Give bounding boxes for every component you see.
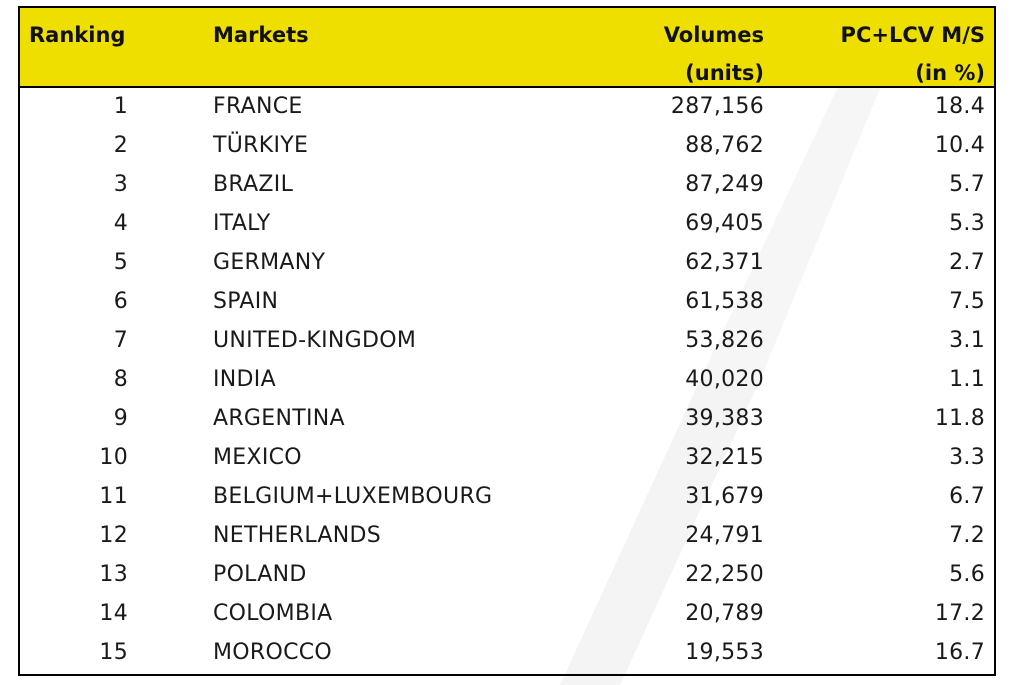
market-share-cell: 11.8: [934, 406, 985, 431]
market-cell: NETHERLANDS: [213, 523, 381, 548]
market-share-cell: 3.1: [949, 328, 985, 353]
rank-cell: 13: [99, 562, 128, 587]
volume-cell: 24,791: [685, 523, 764, 548]
volume-cell: 40,020: [685, 367, 764, 392]
table-body: 1 FRANCE 287,156 18.4 2 TÜRKIYE 88,762 10.4 3 BRA…: [20, 88, 994, 673]
market-cell: POLAND: [213, 562, 307, 587]
market-cell: FRANCE: [213, 94, 303, 119]
market-share-cell: 5.7: [949, 172, 985, 197]
rank-cell: 11: [99, 484, 128, 509]
market-cell: UNITED-KINGDOM: [213, 328, 417, 353]
market-share-cell: 5.3: [949, 211, 985, 236]
market-share-cell: 6.7: [949, 484, 985, 509]
volume-cell: 69,405: [685, 211, 764, 236]
rank-cell: 9: [113, 406, 128, 431]
market-share-cell: 2.7: [949, 250, 985, 275]
volume-cell: 32,215: [685, 445, 764, 470]
market-share-cell: 3.3: [949, 445, 985, 470]
header-market-share: PC+LCV M/S: [840, 23, 985, 47]
rank-cell: 4: [113, 211, 128, 236]
table-row: 10 MEXICO 32,215 3.3: [20, 439, 994, 478]
table-row: 9 ARGENTINA 39,383 11.8: [20, 400, 994, 439]
market-cell: BRAZIL: [213, 172, 294, 197]
market-cell: COLOMBIA: [213, 601, 333, 626]
table-row: 8 INDIA 40,020 1.1: [20, 361, 994, 400]
rank-cell: 5: [113, 250, 128, 275]
rank-cell: 1: [113, 94, 128, 119]
volume-cell: 61,538: [685, 289, 764, 314]
table-row: 12 NETHERLANDS 24,791 7.2: [20, 517, 994, 556]
market-share-cell: 10.4: [934, 133, 985, 158]
table-row: 13 POLAND 22,250 5.6: [20, 556, 994, 595]
volume-cell: 31,679: [685, 484, 764, 509]
volume-cell: 53,826: [685, 328, 764, 353]
market-share-cell: 16.7: [934, 640, 985, 665]
table-row: 1 FRANCE 287,156 18.4: [20, 88, 994, 127]
volume-cell: 87,249: [685, 172, 764, 197]
market-share-cell: 5.6: [949, 562, 985, 587]
table-row: 11 BELGIUM+LUXEMBOURG 31,679 6.7: [20, 478, 994, 517]
header-market-share-unit: (in %): [915, 61, 985, 85]
table-header: Ranking Markets Volumes (units) PC+LCV M…: [20, 8, 994, 88]
market-cell: GERMANY: [213, 250, 326, 275]
rank-cell: 14: [99, 601, 128, 626]
volume-cell: 39,383: [685, 406, 764, 431]
table-row: 4 ITALY 69,405 5.3: [20, 205, 994, 244]
rank-cell: 6: [113, 289, 128, 314]
header-volumes: Volumes: [663, 23, 764, 47]
market-cell: MEXICO: [213, 445, 302, 470]
header-volumes-unit: (units): [685, 61, 764, 85]
market-share-cell: 7.2: [949, 523, 985, 548]
volume-cell: 88,762: [685, 133, 764, 158]
market-cell: TÜRKIYE: [213, 133, 309, 158]
market-share-cell: 1.1: [949, 367, 985, 392]
table-row: 7 UNITED-KINGDOM 53,826 3.1: [20, 322, 994, 361]
rank-cell: 2: [113, 133, 128, 158]
volume-cell: 20,789: [685, 601, 764, 626]
table-row: 15 MOROCCO 19,553 16.7: [20, 634, 994, 673]
rank-cell: 10: [99, 445, 128, 470]
rank-cell: 15: [99, 640, 128, 665]
rank-cell: 8: [113, 367, 128, 392]
market-share-cell: 7.5: [949, 289, 985, 314]
volume-cell: 287,156: [670, 94, 764, 119]
market-cell: BELGIUM+LUXEMBOURG: [213, 484, 493, 509]
market-share-cell: 17.2: [934, 601, 985, 626]
market-ranking-table: Ranking Markets Volumes (units) PC+LCV M…: [18, 6, 996, 676]
table-row: 14 COLOMBIA 20,789 17.2: [20, 595, 994, 634]
market-cell: ITALY: [213, 211, 271, 236]
market-share-cell: 18.4: [934, 94, 985, 119]
table-row: 6 SPAIN 61,538 7.5: [20, 283, 994, 322]
market-cell: SPAIN: [213, 289, 279, 314]
volume-cell: 62,371: [685, 250, 764, 275]
market-cell: MOROCCO: [213, 640, 333, 665]
volume-cell: 22,250: [685, 562, 764, 587]
rank-cell: 3: [113, 172, 128, 197]
header-markets: Markets: [213, 23, 309, 47]
volume-cell: 19,553: [685, 640, 764, 665]
rank-cell: 7: [113, 328, 128, 353]
table-row: 3 BRAZIL 87,249 5.7: [20, 166, 994, 205]
table-row: 2 TÜRKIYE 88,762 10.4: [20, 127, 994, 166]
rank-cell: 12: [99, 523, 128, 548]
market-cell: INDIA: [213, 367, 276, 392]
header-ranking: Ranking: [29, 23, 126, 47]
market-cell: ARGENTINA: [213, 406, 345, 431]
table-row: 5 GERMANY 62,371 2.7: [20, 244, 994, 283]
